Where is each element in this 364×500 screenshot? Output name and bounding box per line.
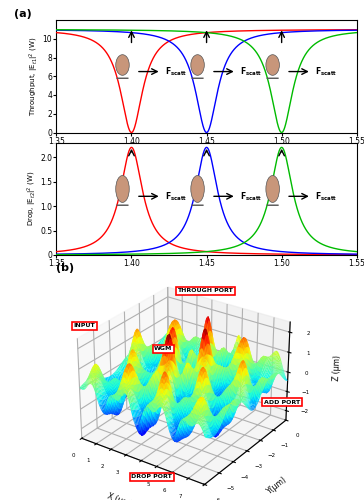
Text: $\mathbf{F_{scatt}}$: $\mathbf{F_{scatt}}$ — [240, 66, 262, 78]
X-axis label: Wavelength (μm): Wavelength (μm) — [174, 147, 240, 156]
Text: (b): (b) — [56, 263, 75, 273]
Ellipse shape — [116, 176, 129, 203]
Text: $\mathbf{F_{scatt}}$: $\mathbf{F_{scatt}}$ — [314, 66, 337, 78]
Ellipse shape — [191, 54, 204, 76]
Text: ADD PORT: ADD PORT — [264, 400, 300, 405]
Text: INPUT: INPUT — [74, 323, 95, 328]
Text: WGM: WGM — [154, 346, 173, 352]
Y-axis label: Drop, |E$_{t2}$|$^2$ (W): Drop, |E$_{t2}$|$^2$ (W) — [25, 171, 39, 226]
Text: $\mathbf{F_{scatt}}$: $\mathbf{F_{scatt}}$ — [165, 66, 187, 78]
Y-axis label: Y(μm): Y(μm) — [265, 474, 289, 496]
Ellipse shape — [266, 176, 280, 203]
Ellipse shape — [116, 54, 129, 76]
Ellipse shape — [191, 176, 204, 203]
Text: $\mathbf{F_{scatt}}$: $\mathbf{F_{scatt}}$ — [314, 190, 337, 202]
Text: $\mathbf{F_{scatt}}$: $\mathbf{F_{scatt}}$ — [165, 190, 187, 202]
Text: DROP PORT: DROP PORT — [131, 474, 172, 479]
Text: (a): (a) — [15, 8, 32, 18]
Y-axis label: Throughput, |E$_{t1}$|$^2$ (W): Throughput, |E$_{t1}$|$^2$ (W) — [28, 36, 41, 116]
Text: THROUGH PORT: THROUGH PORT — [177, 288, 233, 293]
X-axis label: X (μm): X (μm) — [106, 492, 133, 500]
X-axis label: Wavelength (μm): Wavelength (μm) — [174, 270, 240, 278]
Ellipse shape — [266, 54, 280, 76]
Text: $\mathbf{F_{scatt}}$: $\mathbf{F_{scatt}}$ — [240, 190, 262, 202]
